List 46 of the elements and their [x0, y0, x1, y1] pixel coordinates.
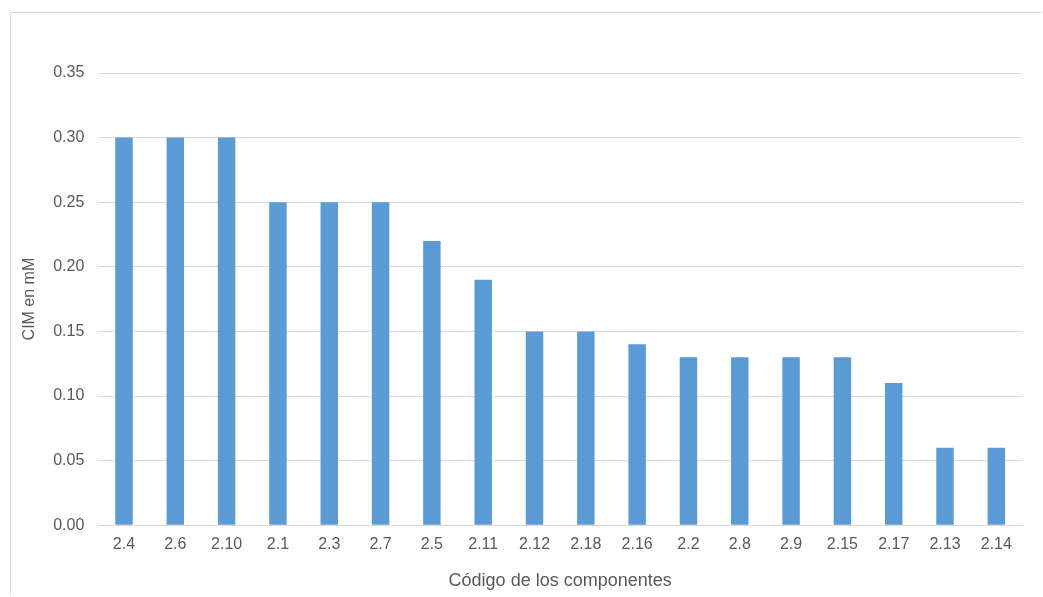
bar: [884, 383, 903, 525]
x-tick-label: 2.3: [318, 535, 341, 553]
x-tick-label: 2.1: [266, 535, 290, 553]
x-tick-label: 2.7: [369, 535, 392, 553]
bar: [833, 357, 852, 525]
x-tick-label: 2.16: [621, 535, 653, 553]
y-tick-label: 0.30: [53, 128, 85, 146]
bar: [423, 240, 441, 525]
x-tick-label: 2.11: [468, 535, 499, 553]
y-tick-label: 0.00: [53, 515, 85, 533]
x-tick-label: 2.5: [420, 535, 444, 553]
x-tick-label: 2.17: [878, 535, 910, 553]
x-tick-label: 2.8: [728, 535, 751, 553]
y-tick-label: 0.35: [53, 63, 85, 81]
x-tick-label: 2.15: [826, 535, 859, 553]
bar: [679, 357, 698, 525]
x-tick-label: 2.10: [211, 535, 243, 553]
bar: [269, 202, 287, 525]
bar: [987, 447, 1006, 525]
bar: [628, 344, 646, 525]
bar: [474, 279, 492, 525]
y-axis-title: CIM en mM: [20, 257, 38, 341]
x-tick-label: 2.18: [570, 535, 602, 553]
x-tick-label: 2.2: [677, 535, 700, 553]
bar: [371, 202, 390, 525]
bar: [166, 137, 185, 525]
bar: [936, 447, 954, 525]
y-tick-label: 0.20: [53, 257, 85, 275]
bar: [731, 357, 749, 525]
y-tick-label: 0.05: [53, 451, 85, 469]
x-tick-label: 2.13: [929, 535, 961, 553]
x-tick-label: 2.12: [518, 535, 551, 553]
x-axis-title: Código de los componentes: [448, 570, 672, 591]
bar: [320, 202, 338, 525]
bar: [577, 331, 595, 525]
y-tick-label: 0.15: [53, 321, 85, 339]
bar: [217, 137, 236, 525]
x-tick-label: 2.9: [779, 535, 803, 553]
y-tick-label: 0.10: [53, 386, 85, 404]
x-tick-label: 2.14: [980, 535, 1013, 553]
bar: [525, 331, 544, 525]
bar: [115, 137, 133, 525]
y-tick-label: 0.25: [53, 192, 85, 210]
bar: [782, 357, 800, 525]
x-tick-label: 2.4: [112, 535, 136, 553]
x-tick-label: 2.6: [164, 535, 187, 553]
